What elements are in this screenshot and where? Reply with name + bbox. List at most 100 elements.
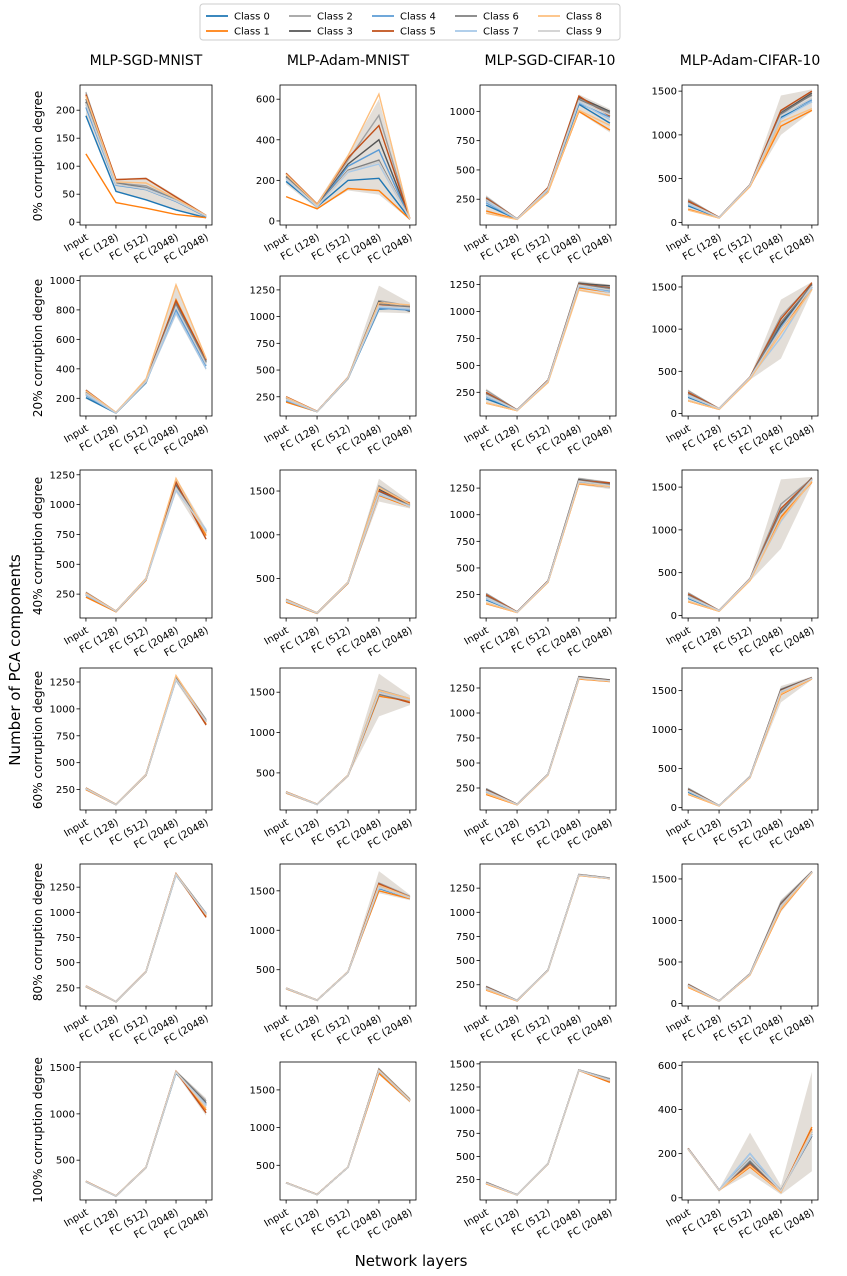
series-line-class-0 bbox=[485, 480, 610, 613]
y-tick-label: 1500 bbox=[250, 886, 275, 897]
series-line-class-3 bbox=[485, 478, 610, 613]
y-tick-label: 500 bbox=[456, 1152, 475, 1163]
series-line-class-3 bbox=[485, 1069, 611, 1196]
y-tick-label: 250 bbox=[56, 983, 75, 994]
series-line-class-5 bbox=[285, 304, 410, 413]
series-line-class-4 bbox=[485, 1069, 611, 1196]
y-tick-label: 500 bbox=[256, 768, 275, 779]
y-tick-label: 0 bbox=[671, 218, 677, 229]
series-line-class-1 bbox=[687, 678, 813, 807]
y-tick-label: 750 bbox=[56, 933, 75, 944]
series-line-class-4 bbox=[285, 1069, 411, 1196]
series-line-class-1 bbox=[485, 1069, 611, 1196]
series-line-class-8 bbox=[485, 677, 610, 806]
y-tick-label: 1000 bbox=[450, 307, 475, 318]
series-line-class-3 bbox=[285, 883, 411, 1002]
column-title-adam-cifar10: MLP-Adam-CIFAR-10 bbox=[680, 53, 821, 69]
legend-entry-class-2: Class 2 bbox=[289, 12, 353, 23]
y-tick-label: 500 bbox=[256, 574, 275, 585]
y-tick-label: 1500 bbox=[652, 282, 677, 293]
series-line-class-0 bbox=[285, 307, 410, 413]
series-line-class-6 bbox=[285, 1069, 411, 1196]
y-tick-label: 500 bbox=[256, 1161, 275, 1172]
series-line-class-9 bbox=[687, 1132, 813, 1193]
y-tick-label: 800 bbox=[56, 305, 75, 316]
y-tick-label: 500 bbox=[658, 367, 677, 378]
y-tick-label: 250 bbox=[456, 980, 475, 991]
variance-band bbox=[486, 280, 610, 411]
legend-label: Class 2 bbox=[317, 12, 353, 23]
series-line-class-9 bbox=[285, 1069, 411, 1196]
y-tick-label: 750 bbox=[56, 530, 75, 541]
variance-band bbox=[486, 1069, 610, 1196]
series-line-class-9 bbox=[687, 677, 813, 807]
legend-label: Class 7 bbox=[483, 27, 519, 38]
y-tick-label: 1000 bbox=[50, 276, 75, 287]
series-line-class-5 bbox=[485, 479, 610, 613]
y-tick-label: 1000 bbox=[250, 1123, 275, 1134]
y-tick-label: 600 bbox=[658, 1061, 677, 1072]
series-line-class-4 bbox=[285, 491, 411, 614]
y-tick-label: 1250 bbox=[250, 285, 275, 296]
legend-entry-class-9: Class 9 bbox=[538, 27, 602, 38]
series-line-class-9 bbox=[687, 478, 813, 612]
y-tick-label: 500 bbox=[256, 965, 275, 976]
series-line-class-8 bbox=[85, 872, 207, 1003]
y-tick-label: 500 bbox=[56, 560, 75, 571]
y-tick-label: 500 bbox=[658, 568, 677, 579]
y-tick-label: 200 bbox=[658, 1149, 677, 1160]
y-tick-label: 1500 bbox=[250, 1085, 275, 1096]
legend-label: Class 5 bbox=[400, 27, 436, 38]
legend-label: Class 0 bbox=[234, 12, 270, 23]
series-line-class-7 bbox=[687, 677, 813, 807]
y-tick-label: 1500 bbox=[250, 688, 275, 699]
axes-frame bbox=[79, 667, 213, 811]
y-tick-label: 1250 bbox=[450, 684, 475, 695]
column-title-sgd-cifar10: MLP-SGD-CIFAR-10 bbox=[485, 53, 616, 69]
series-line-class-4 bbox=[85, 1070, 207, 1197]
y-tick-label: 750 bbox=[456, 537, 475, 548]
series-line-class-1 bbox=[85, 873, 207, 1003]
series-line-class-0 bbox=[85, 115, 207, 219]
legend-entry-class-7: Class 7 bbox=[455, 27, 519, 38]
legend-entry-class-5: Class 5 bbox=[372, 27, 436, 38]
variance-band bbox=[688, 281, 812, 410]
super-xlabel: Network layers bbox=[355, 1252, 468, 1270]
series-line-class-0 bbox=[285, 1069, 411, 1196]
series-line-class-4 bbox=[485, 286, 610, 412]
y-tick-label: 250 bbox=[456, 388, 475, 399]
y-tick-label: 750 bbox=[56, 731, 75, 742]
y-tick-label: 1000 bbox=[250, 312, 275, 323]
variance-band bbox=[486, 676, 610, 805]
axes-frame bbox=[79, 84, 213, 226]
y-tick-label: 750 bbox=[456, 334, 475, 345]
series-line-class-6 bbox=[485, 676, 610, 806]
y-tick-label: 1000 bbox=[50, 1109, 75, 1120]
series-line-class-3 bbox=[285, 300, 411, 413]
legend-label: Class 8 bbox=[566, 12, 602, 23]
legend: Class 0 Class 1 Class 2 Class 3 Class 4 Class… bbox=[199, 3, 621, 41]
y-tick-label: 1000 bbox=[652, 525, 677, 536]
series-line-class-0 bbox=[485, 103, 611, 220]
y-tick-label: 600 bbox=[56, 335, 75, 346]
series-line-class-8 bbox=[687, 678, 813, 807]
y-tick-label: 1500 bbox=[250, 487, 275, 498]
y-tick-label: 750 bbox=[456, 932, 475, 943]
series-line-class-2 bbox=[687, 283, 813, 410]
super-ylabel: Number of PCA components bbox=[6, 554, 24, 766]
series-line-class-4 bbox=[285, 886, 411, 1002]
legend-entry-class-4: Class 4 bbox=[372, 12, 436, 23]
series-line-class-0 bbox=[85, 1071, 207, 1197]
series-line-class-9 bbox=[285, 692, 411, 806]
series-line-class-8 bbox=[285, 486, 411, 614]
series-line-class-8 bbox=[687, 107, 813, 219]
series-line-class-1 bbox=[285, 187, 411, 220]
series-line-class-6 bbox=[485, 1069, 611, 1196]
y-tick-label: 250 bbox=[456, 784, 475, 795]
y-tick-label: 250 bbox=[56, 785, 75, 796]
